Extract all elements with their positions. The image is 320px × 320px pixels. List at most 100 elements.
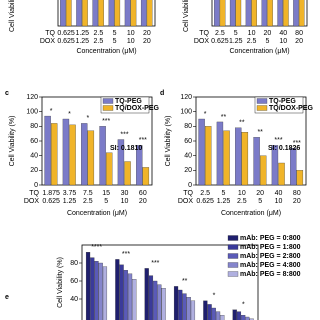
bar [123,270,128,320]
bar [219,0,226,27]
legend-label: mAb: PEG = 2:800 [240,253,301,260]
significance: * [68,111,71,118]
legend-swatch [102,98,114,104]
x-tick-label: 1.25 [63,198,77,205]
y-tick-label: 20 [30,167,38,174]
bar [76,0,82,27]
x-axis-label: Concentration (μM) [229,48,289,55]
x-tick-label: 2.5 [247,38,257,45]
bar [87,130,95,186]
bar [214,0,220,27]
bar [114,0,121,27]
bar [223,130,230,186]
legend-swatch [227,244,239,250]
bar [65,0,72,27]
bar [245,0,252,27]
bar [108,0,115,27]
x-tick-label: 5 [265,38,269,45]
x-row-label: DOX [178,198,194,205]
bar [157,284,162,320]
x-tick-label: 40 [279,30,287,37]
bar [241,132,249,186]
bar [232,309,237,320]
bar [119,264,124,320]
significance: *** [122,251,130,258]
x-tick-label: 1.25 [75,38,89,45]
x-tick-label: 2.5 [237,198,247,205]
y-tick-label: 0 [188,182,192,189]
x-axis-label: Concentration (μM) [221,210,281,217]
x-tick-label: 2.5 [94,38,104,45]
legend-label: mAb: PEG = 4:800 [240,262,301,269]
bar [60,0,66,27]
bar [94,261,99,320]
legend-swatch [227,262,239,268]
bar [132,279,137,320]
x-row-label: TQ [45,30,55,37]
significance: *** [120,131,128,138]
y-tick-label: 0 [34,182,38,189]
bar [92,0,99,27]
x-row-label: DOX [194,38,210,45]
x-tick-label: 1.25 [229,38,243,45]
bar [144,268,149,320]
x-tick-label: 80 [293,190,301,197]
bar [178,289,183,320]
bar [98,0,104,27]
bar [253,137,260,186]
bar [198,118,205,186]
significance: *** [102,118,110,125]
x-tick-label: 20 [293,198,301,205]
y-tick-label: 40 [70,296,78,303]
y-tick-label: 60 [184,138,192,145]
x-row-label: TQ [183,190,193,197]
bar [215,311,221,320]
bar [124,0,131,27]
x-tick-label: 30 [121,190,129,197]
x-tick-label: 15 [102,190,110,197]
y-tick-label: 120 [26,94,38,101]
x-tick-label: 10 [121,198,129,205]
significance: * [50,108,53,115]
bar [62,118,70,186]
bar [220,315,225,320]
x-tick-label: 2.5 [200,190,210,197]
x-tick-label: 40 [275,190,283,197]
x-tick-label: 1.25 [217,198,231,205]
y-tick-label: 100 [180,109,192,116]
bar [293,0,299,27]
x-tick-label: 5 [104,198,108,205]
y-axis-label: Cell Viability [183,0,190,32]
x-tick-label: 5 [222,190,226,197]
x-axis-label: Concentration (μM) [67,210,127,217]
x-tick-label: 7.5 [83,190,93,197]
bar [85,252,91,320]
y-axis-label: Cell Viability (%) [9,116,16,167]
significance: * [213,293,216,300]
panel-label: d [160,90,164,97]
significance: ** [257,129,263,136]
bar [90,257,95,320]
bar [146,0,153,27]
x-row-label: DOX [24,198,40,205]
x-tick-label: 0.625 [57,30,75,37]
x-tick-label: 1.25 [75,30,89,37]
bar [186,297,191,320]
bar [290,148,297,186]
x-tick-label: 2.5 [83,198,93,205]
bar [127,273,133,320]
x-tick-label: 2.5 [94,30,104,37]
bar [261,0,268,27]
x-tick-label: 10 [127,38,135,45]
legend-label: TQ-PEG [115,98,142,105]
bar [124,161,131,186]
bar [117,139,125,186]
x-tick-label: 1.875 [42,190,60,197]
bar [229,0,236,27]
legend-swatch [227,253,239,259]
y-tick-label: 40 [30,153,38,160]
x-tick-label: 10 [238,190,246,197]
bar [173,286,179,320]
bar [283,0,289,27]
